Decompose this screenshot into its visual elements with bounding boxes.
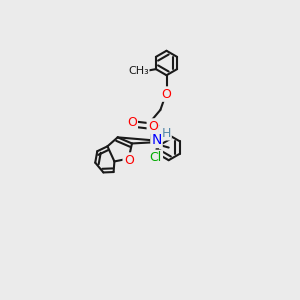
Text: Cl: Cl [150, 151, 162, 164]
Text: O: O [124, 154, 134, 166]
Text: O: O [162, 88, 171, 100]
Text: CH₃: CH₃ [128, 66, 149, 76]
Text: N: N [151, 133, 162, 147]
Text: O: O [127, 116, 137, 129]
Text: H: H [162, 127, 171, 140]
Text: O: O [148, 119, 158, 133]
